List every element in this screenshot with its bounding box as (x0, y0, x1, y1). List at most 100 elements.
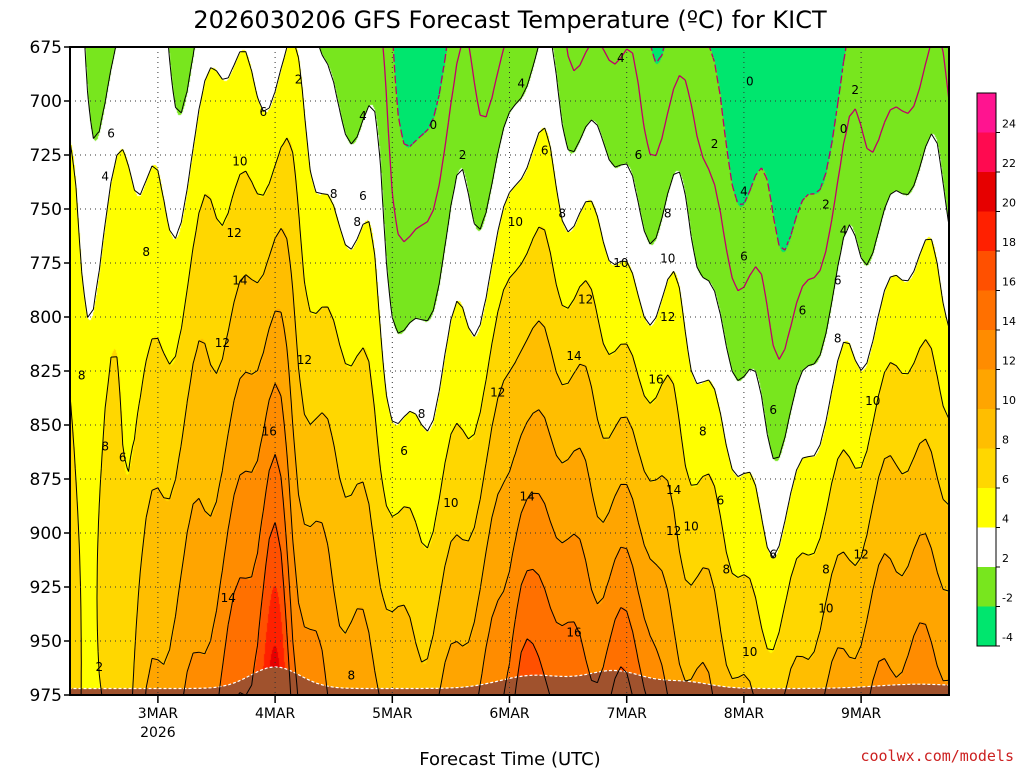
colorbar-swatch (977, 93, 996, 133)
contour-label: 10 (613, 256, 628, 270)
x-tick-label: 3MAR (138, 706, 179, 722)
contour-label: 8 (558, 206, 566, 220)
contour-label: 8 (347, 669, 355, 683)
contour-label: 6 (769, 548, 777, 562)
contour-4 (70, 47, 949, 558)
contour-label: 10 (232, 154, 247, 168)
contour-label: 6 (769, 403, 777, 417)
colorbar-tick-label: 8 (1002, 434, 1009, 447)
contour-label: 0 (429, 118, 437, 132)
x-tick-label: 7MAR (607, 706, 648, 722)
contour-label: 6 (799, 304, 807, 318)
x-tick-label: 4MAR (255, 706, 296, 722)
colorbar-swatch (977, 172, 996, 212)
y-tick-label: 950 (30, 632, 62, 652)
contour-label: 10 (865, 394, 880, 408)
colorbar-tick-label: 14 (1002, 315, 1016, 328)
contour-label: 12 (226, 226, 241, 240)
colorbar-tick-label: 16 (1002, 276, 1016, 289)
contour-12 (183, 383, 949, 695)
colorbar-swatch (977, 290, 996, 331)
contour-label: 6 (635, 148, 643, 162)
contour-label: 6 (359, 189, 367, 203)
contour-label: 8 (822, 563, 830, 577)
contour-14 (218, 454, 647, 695)
y-tick-label: 825 (30, 362, 62, 382)
contour-label: 0 (746, 75, 754, 89)
y-tick-label: 750 (30, 200, 62, 220)
contour-label: 2 (95, 660, 103, 674)
grid-lines (70, 47, 949, 695)
contour-label: 14 (519, 489, 534, 503)
contour-label: 6 (400, 444, 408, 458)
y-tick-label: 850 (30, 416, 62, 436)
contour-label: 12 (490, 386, 505, 400)
colorbar-swatch (977, 369, 996, 410)
chart-title: 2026030206 GFS Forecast Temperature (ºC)… (193, 6, 827, 34)
contour-label: 10 (508, 215, 523, 229)
contour--2 (392, 47, 847, 251)
contour-label: 4 (740, 185, 748, 199)
contour-label: 12 (215, 336, 230, 350)
x-tick-label: 9MAR (841, 706, 882, 722)
x-tick-label: 8MAR (724, 706, 765, 722)
y-tick-label: 800 (30, 308, 62, 328)
credit-link[interactable]: coolwx.com/models (860, 747, 1014, 765)
colorbar-swatch (977, 448, 996, 489)
contour-label: 2 (711, 137, 719, 151)
colorbar-tick-label: 10 (1002, 394, 1016, 407)
contour-label: 10 (742, 645, 757, 659)
contour-label: 6 (260, 105, 268, 119)
colorbar-tick-label: 2 (1002, 552, 1009, 565)
x-tick-label: 6MAR (489, 706, 530, 722)
contour-label: 6 (740, 250, 748, 264)
colorbar-tick-label: 4 (1002, 513, 1009, 526)
contour-label: 0 (840, 122, 848, 136)
colorbar-swatch (977, 488, 996, 528)
contour-10 (145, 310, 949, 695)
colorbar-swatch (977, 409, 996, 449)
colorbar-tick-label: 12 (1002, 355, 1016, 368)
contour-label: 2 (295, 72, 303, 86)
contour-label: 8 (722, 563, 730, 577)
x-tick-sublabel: 2026 (140, 725, 176, 741)
y-tick-label: 975 (30, 686, 62, 706)
colorbar-swatch (977, 211, 996, 252)
y-tick-label: 675 (30, 38, 62, 58)
contour-label: 14 (566, 349, 581, 363)
contour-label: 4 (517, 77, 525, 91)
contour-label: 4 (101, 170, 109, 184)
contour-label: 6 (717, 494, 725, 508)
colorbar-tick-label: 22 (1002, 157, 1016, 170)
contour-label: 2 (851, 83, 859, 97)
contour-label: 8 (834, 332, 842, 346)
colorbar-swatch (977, 567, 996, 607)
contour-label: 4 (840, 224, 848, 238)
colorbar: 24 22 20 18 16 14 12 10 8 6 4 2 -2 -4 (976, 92, 1016, 647)
colorbar-swatch (977, 132, 996, 173)
contour-label: 14 (232, 273, 247, 287)
contour-label: 10 (684, 520, 699, 534)
contour-label: 8 (101, 440, 109, 454)
contour-label: 8 (664, 206, 672, 220)
contour-label: 4 (617, 51, 625, 65)
contour-label: 10 (660, 252, 675, 266)
contour-label: 16 (566, 625, 581, 639)
y-tick-label: 900 (30, 524, 62, 544)
contour-label: 2 (459, 148, 467, 162)
contour-label: 6 (834, 273, 842, 287)
y-tick-label: 925 (30, 578, 62, 598)
colorbar-tick-label: -4 (1002, 631, 1013, 644)
contour-label: 16 (648, 373, 663, 387)
contour-8 (132, 228, 949, 695)
contour-label: 8 (353, 215, 361, 229)
x-tick-label: 5MAR (372, 706, 413, 722)
contour-label: 2 (822, 198, 830, 212)
colorbar-swatch (977, 527, 996, 568)
x-axis-label: Forecast Time (UTC) (419, 749, 600, 768)
contour-label: 4 (359, 109, 367, 123)
y-tick-label: 725 (30, 146, 62, 166)
colorbar-swatch (977, 330, 996, 370)
